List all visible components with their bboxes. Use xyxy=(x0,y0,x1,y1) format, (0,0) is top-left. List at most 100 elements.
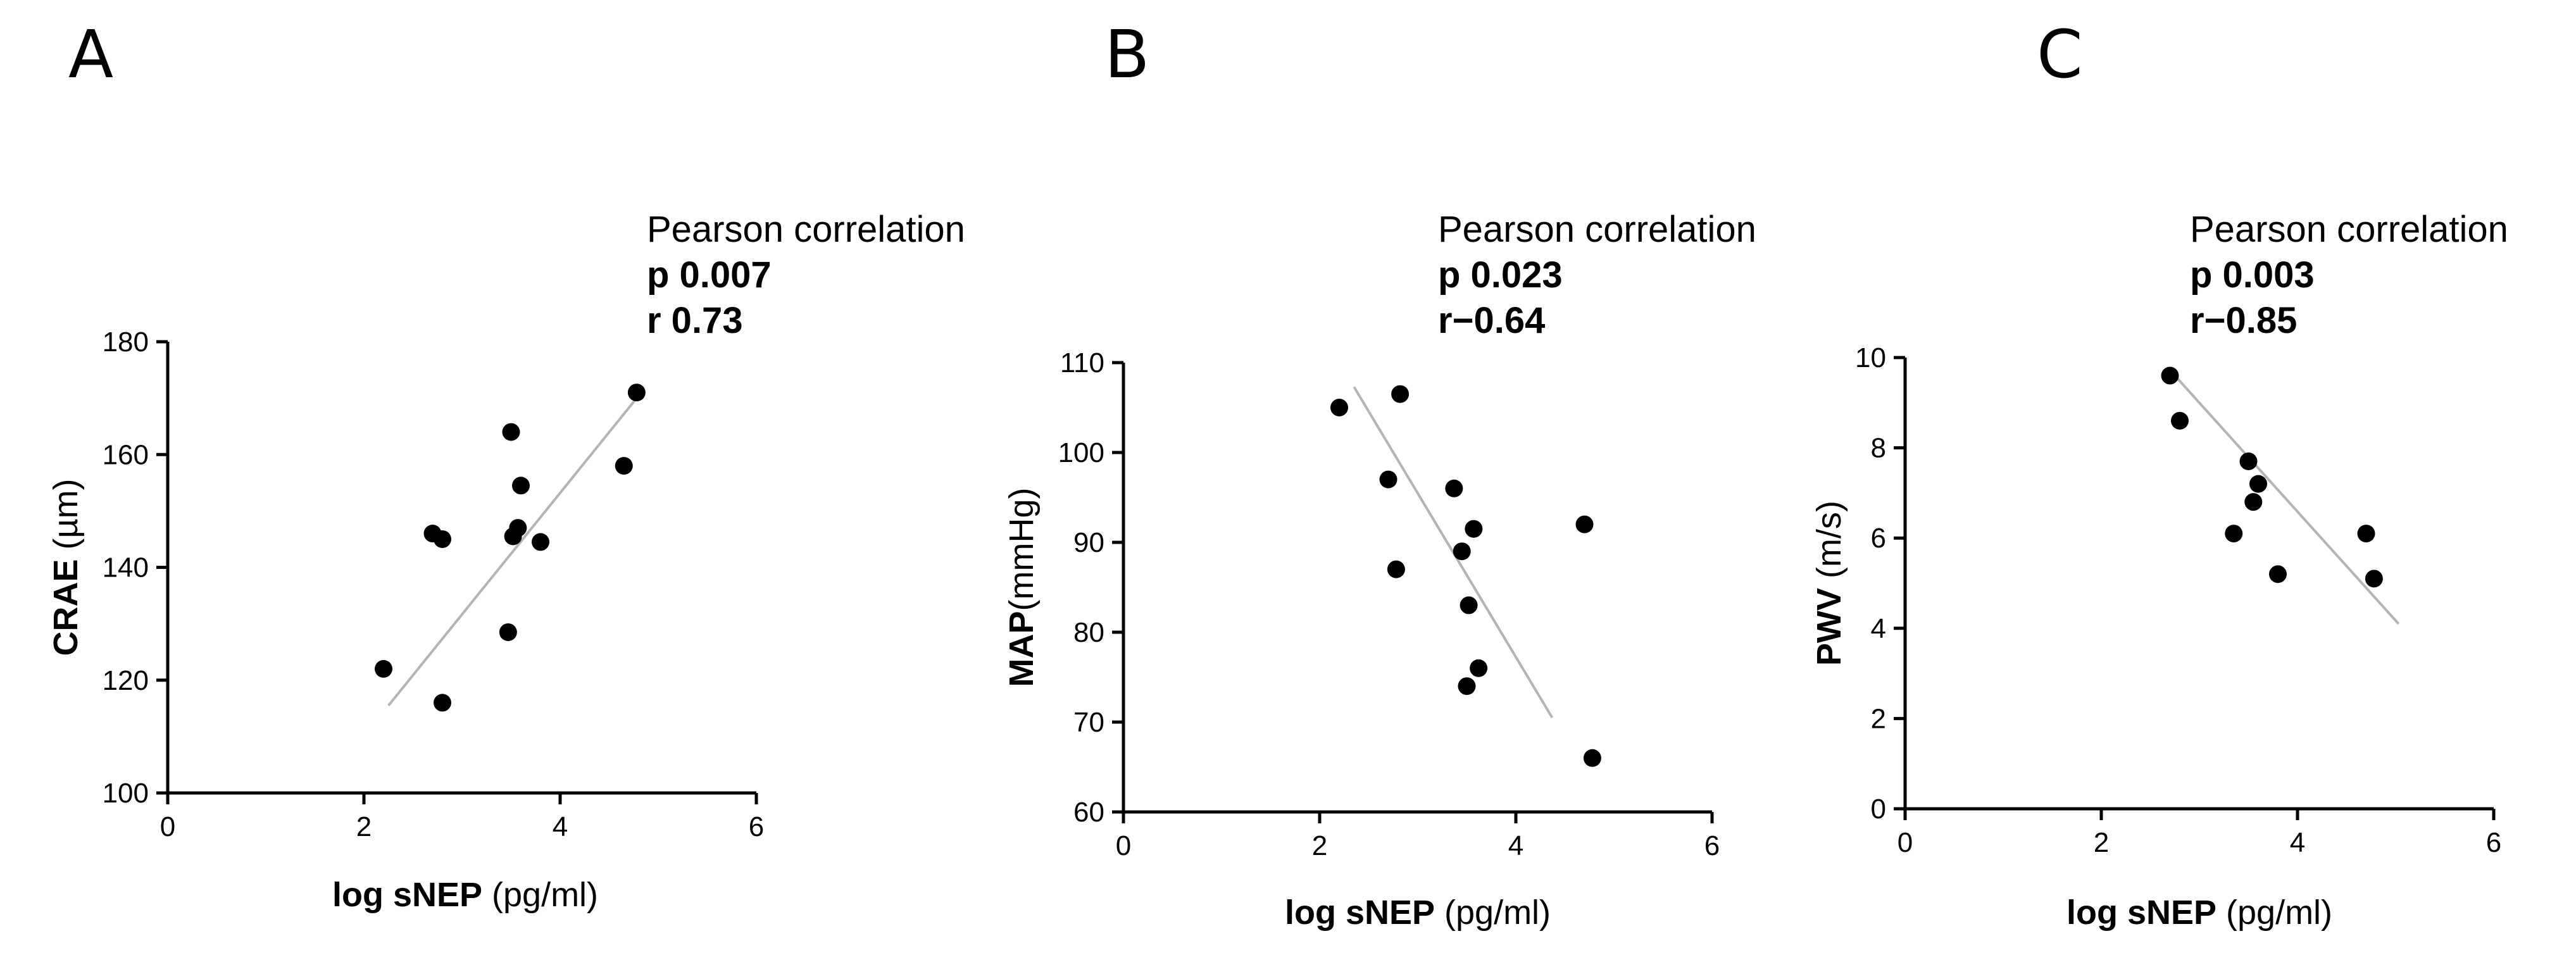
x-axis-label: log sNEP (pg/ml) xyxy=(332,876,598,914)
regression-line xyxy=(1353,386,1554,718)
annotation-r-value: r 0.73 xyxy=(647,300,743,341)
y-axis-label-main: CRAE xyxy=(47,559,85,656)
y-tick-label: 100 xyxy=(103,778,149,809)
data-point xyxy=(2249,475,2267,493)
x-axis-label-main: log sNEP xyxy=(332,876,482,914)
data-point xyxy=(2269,565,2287,583)
data-point xyxy=(2239,452,2258,470)
panel-letter: B xyxy=(1104,16,1149,93)
data-point xyxy=(1453,542,1471,561)
data-point xyxy=(509,519,527,537)
x-tick-label: 4 xyxy=(1508,830,1523,861)
x-tick-label: 4 xyxy=(553,811,568,842)
x-tick-label: 4 xyxy=(2290,827,2305,858)
y-axis-label-unit: (m/s) xyxy=(1810,501,1848,588)
y-tick-label: 70 xyxy=(1073,707,1104,738)
y-tick-label: 6 xyxy=(1871,523,1886,554)
y-axis-label-unit: (mmHg) xyxy=(1003,488,1041,611)
y-tick-label: 2 xyxy=(1871,703,1886,734)
y-tick-label: 180 xyxy=(103,327,149,358)
x-tick-label: 2 xyxy=(356,811,372,842)
data-point xyxy=(1330,399,1348,416)
x-axis-label-unit: (pg/ml) xyxy=(482,876,598,914)
x-tick-label: 0 xyxy=(1116,830,1131,861)
data-point xyxy=(2244,493,2263,511)
x-axis-label-unit: (pg/ml) xyxy=(1435,894,1551,932)
data-point xyxy=(512,477,530,495)
y-axis-label: MAP(mmHg) xyxy=(1003,488,1041,687)
x-tick-label: 0 xyxy=(160,811,175,842)
annotation-title: Pearson correlation xyxy=(2190,209,2508,250)
y-axis-label-main: MAP xyxy=(1003,611,1041,687)
data-point xyxy=(1575,515,1594,533)
y-tick-label: 10 xyxy=(1855,342,1886,373)
annotation-p-value: p 0.007 xyxy=(647,254,772,296)
data-point xyxy=(1387,560,1405,578)
panel-letter: A xyxy=(68,16,113,93)
annotation-r-value: r−0.64 xyxy=(1438,300,1545,341)
y-tick-label: 90 xyxy=(1073,527,1104,558)
x-axis-label-main: log sNEP xyxy=(2066,894,2216,932)
data-point xyxy=(434,694,451,712)
data-point xyxy=(2365,570,2383,588)
y-tick-label: 110 xyxy=(1060,347,1104,378)
x-tick-label: 2 xyxy=(2094,827,2109,858)
y-axis-label: CRAE (µm) xyxy=(47,478,85,656)
y-tick-label: 120 xyxy=(103,665,149,696)
data-point xyxy=(1583,749,1601,767)
x-tick-label: 2 xyxy=(1312,830,1327,861)
x-axis-label-main: log sNEP xyxy=(1285,894,1435,932)
data-point xyxy=(1391,385,1410,403)
y-tick-label: 0 xyxy=(1871,794,1886,825)
y-tick-label: 60 xyxy=(1073,797,1104,828)
y-tick-label: 4 xyxy=(1871,613,1886,644)
y-tick-label: 160 xyxy=(103,439,149,470)
data-point xyxy=(1458,677,1476,696)
y-tick-label: 100 xyxy=(1058,437,1104,468)
data-point xyxy=(2357,525,2375,543)
data-point xyxy=(499,623,517,641)
x-axis-label: log sNEP (pg/ml) xyxy=(2066,894,2332,932)
data-point xyxy=(502,423,520,441)
x-tick-label: 6 xyxy=(2486,827,2501,858)
data-point xyxy=(1465,520,1483,538)
regression-line xyxy=(2173,375,2400,625)
annotation-p-value: p 0.023 xyxy=(1438,254,1563,296)
y-tick-label: 8 xyxy=(1871,433,1886,464)
x-axis-label: log sNEP (pg/ml) xyxy=(1285,894,1551,932)
data-point xyxy=(1460,596,1478,615)
data-point xyxy=(375,659,392,678)
y-axis-label: PWV (m/s) xyxy=(1810,501,1848,666)
y-tick-label: 140 xyxy=(103,552,149,583)
annotation-title: Pearson correlation xyxy=(1438,209,1756,250)
data-point xyxy=(627,384,646,402)
y-axis-label-unit: (µm) xyxy=(47,478,85,559)
data-point xyxy=(2225,525,2243,543)
y-axis-label-main: PWV xyxy=(1810,588,1848,666)
data-point xyxy=(1379,470,1397,489)
data-point xyxy=(1470,659,1488,677)
annotation-r-value: r−0.85 xyxy=(2190,300,2297,341)
x-tick-label: 0 xyxy=(1898,827,1913,858)
x-tick-label: 6 xyxy=(749,811,764,842)
annotation-title: Pearson correlation xyxy=(647,209,965,250)
annotation-p-value: p 0.003 xyxy=(2190,254,2315,296)
data-point xyxy=(532,533,549,551)
panel-letter: C xyxy=(2037,16,2083,93)
x-tick-label: 6 xyxy=(1704,830,1720,861)
data-point xyxy=(615,457,633,475)
y-tick-label: 80 xyxy=(1073,617,1104,648)
data-point xyxy=(2161,366,2179,385)
data-point xyxy=(434,530,451,548)
data-point xyxy=(2171,411,2189,430)
data-point xyxy=(1445,479,1463,497)
x-axis-label-unit: (pg/ml) xyxy=(2216,894,2332,932)
regression-line xyxy=(387,397,638,707)
